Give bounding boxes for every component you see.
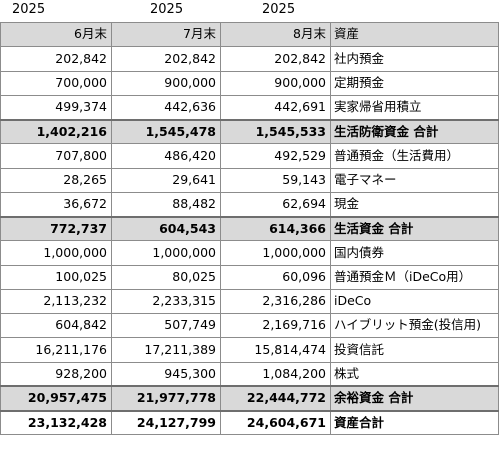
asset-name: 定期預金	[330, 70, 499, 96]
asset-name: 資産合計	[330, 409, 499, 436]
august-value: 1,000,000	[220, 240, 331, 266]
table-row: 700,000 900,000 900,000 定期預金	[0, 70, 499, 96]
july-value: 1,545,478	[111, 118, 221, 145]
table-row: 28,265 29,641 59,143 電子マネー	[0, 167, 499, 193]
asset-table: 6月末 7月末 8月末 資産 202,842 202,842 202,842 社内預金…	[0, 21, 499, 436]
header-row: 6月末 7月末 8月末 資産	[0, 21, 499, 48]
july-value: 202,842	[111, 46, 221, 72]
july-value: 88,482	[111, 191, 221, 218]
table-row: 100,025 80,025 60,096 普通預金Ｍ（iDeCo用）	[0, 264, 499, 290]
july-value: 945,300	[111, 361, 221, 387]
june-value: 36,672	[0, 191, 112, 218]
subtotal-row: 20,957,475 21,977,778 22,444,772 余裕資金 合計	[0, 385, 499, 412]
grand-total-row: 23,132,428 24,127,799 24,604,671 資産合計	[0, 409, 499, 436]
august-value: 202,842	[220, 46, 331, 72]
asset-name: 普通預金Ｍ（iDeCo用）	[330, 264, 499, 290]
header-august: 8月末	[220, 21, 331, 48]
june-value: 772,737	[0, 215, 112, 242]
asset-name: 普通預金（生活費用）	[330, 143, 499, 169]
june-value: 28,265	[0, 167, 112, 193]
august-value: 1,084,200	[220, 361, 331, 387]
july-value: 24,127,799	[111, 409, 221, 436]
table-row: 36,672 88,482 62,694 現金	[0, 191, 499, 218]
august-value: 492,529	[220, 143, 331, 169]
asset-name: 社内預金	[330, 46, 499, 72]
august-value: 15,814,474	[220, 337, 331, 363]
subtotal-row: 1,402,216 1,545,478 1,545,533 生活防衛資金 合計	[0, 118, 499, 145]
august-value: 60,096	[220, 264, 331, 290]
asset-name: iDeCo	[330, 288, 499, 315]
asset-name: 余裕資金 合計	[330, 385, 499, 412]
year-label-july: 2025	[150, 2, 184, 17]
asset-name: 株式	[330, 361, 499, 387]
june-value: 707,800	[0, 143, 112, 169]
june-value: 928,200	[0, 361, 112, 387]
june-value: 16,211,176	[0, 337, 112, 363]
august-value: 59,143	[220, 167, 331, 193]
june-value: 100,025	[0, 264, 112, 290]
august-value: 2,316,286	[220, 288, 331, 315]
july-value: 486,420	[111, 143, 221, 169]
table-row: 604,842 507,749 2,169,716 ハイブリット預金(投信用)	[0, 312, 499, 339]
asset-name: 国内債券	[330, 240, 499, 266]
table-row: 499,374 442,636 442,691 実家帰省用積立	[0, 94, 499, 121]
table-row: 202,842 202,842 202,842 社内預金	[0, 46, 499, 72]
asset-name: 現金	[330, 191, 499, 218]
august-value: 1,545,533	[220, 118, 331, 145]
asset-name: 電子マネー	[330, 167, 499, 193]
august-value: 900,000	[220, 70, 331, 96]
june-value: 604,842	[0, 312, 112, 339]
july-value: 1,000,000	[111, 240, 221, 266]
subtotal-row: 772,737 604,543 614,366 生活資金 合計	[0, 215, 499, 242]
july-value: 900,000	[111, 70, 221, 96]
table-row: 1,000,000 1,000,000 1,000,000 国内債券	[0, 240, 499, 266]
july-value: 2,233,315	[111, 288, 221, 315]
table-row: 707,800 486,420 492,529 普通預金（生活費用）	[0, 143, 499, 169]
year-label-june: 2025	[12, 2, 46, 17]
august-value: 442,691	[220, 94, 331, 121]
table-row: 2,113,232 2,233,315 2,316,286 iDeCo	[0, 288, 499, 315]
year-labels: 2025 2025 2025	[0, 0, 500, 22]
june-value: 1,000,000	[0, 240, 112, 266]
table-row: 928,200 945,300 1,084,200 株式	[0, 361, 499, 387]
july-value: 442,636	[111, 94, 221, 121]
august-value: 2,169,716	[220, 312, 331, 339]
asset-name: 実家帰省用積立	[330, 94, 499, 121]
header-asset: 資産	[330, 21, 499, 48]
year-label-august: 2025	[262, 2, 296, 17]
header-june: 6月末	[0, 21, 112, 48]
asset-name: 生活防衛資金 合計	[330, 118, 499, 145]
june-value: 23,132,428	[0, 409, 112, 436]
asset-name: ハイブリット預金(投信用)	[330, 312, 499, 339]
july-value: 21,977,778	[111, 385, 221, 412]
june-value: 20,957,475	[0, 385, 112, 412]
august-value: 22,444,772	[220, 385, 331, 412]
august-value: 24,604,671	[220, 409, 331, 436]
july-value: 29,641	[111, 167, 221, 193]
july-value: 604,543	[111, 215, 221, 242]
header-july: 7月末	[111, 21, 221, 48]
june-value: 202,842	[0, 46, 112, 72]
july-value: 507,749	[111, 312, 221, 339]
july-value: 80,025	[111, 264, 221, 290]
june-value: 499,374	[0, 94, 112, 121]
table-row: 16,211,176 17,211,389 15,814,474 投資信託	[0, 337, 499, 363]
june-value: 2,113,232	[0, 288, 112, 315]
asset-name: 生活資金 合計	[330, 215, 499, 242]
asset-name: 投資信託	[330, 337, 499, 363]
august-value: 614,366	[220, 215, 331, 242]
june-value: 1,402,216	[0, 118, 112, 145]
august-value: 62,694	[220, 191, 331, 218]
june-value: 700,000	[0, 70, 112, 96]
july-value: 17,211,389	[111, 337, 221, 363]
